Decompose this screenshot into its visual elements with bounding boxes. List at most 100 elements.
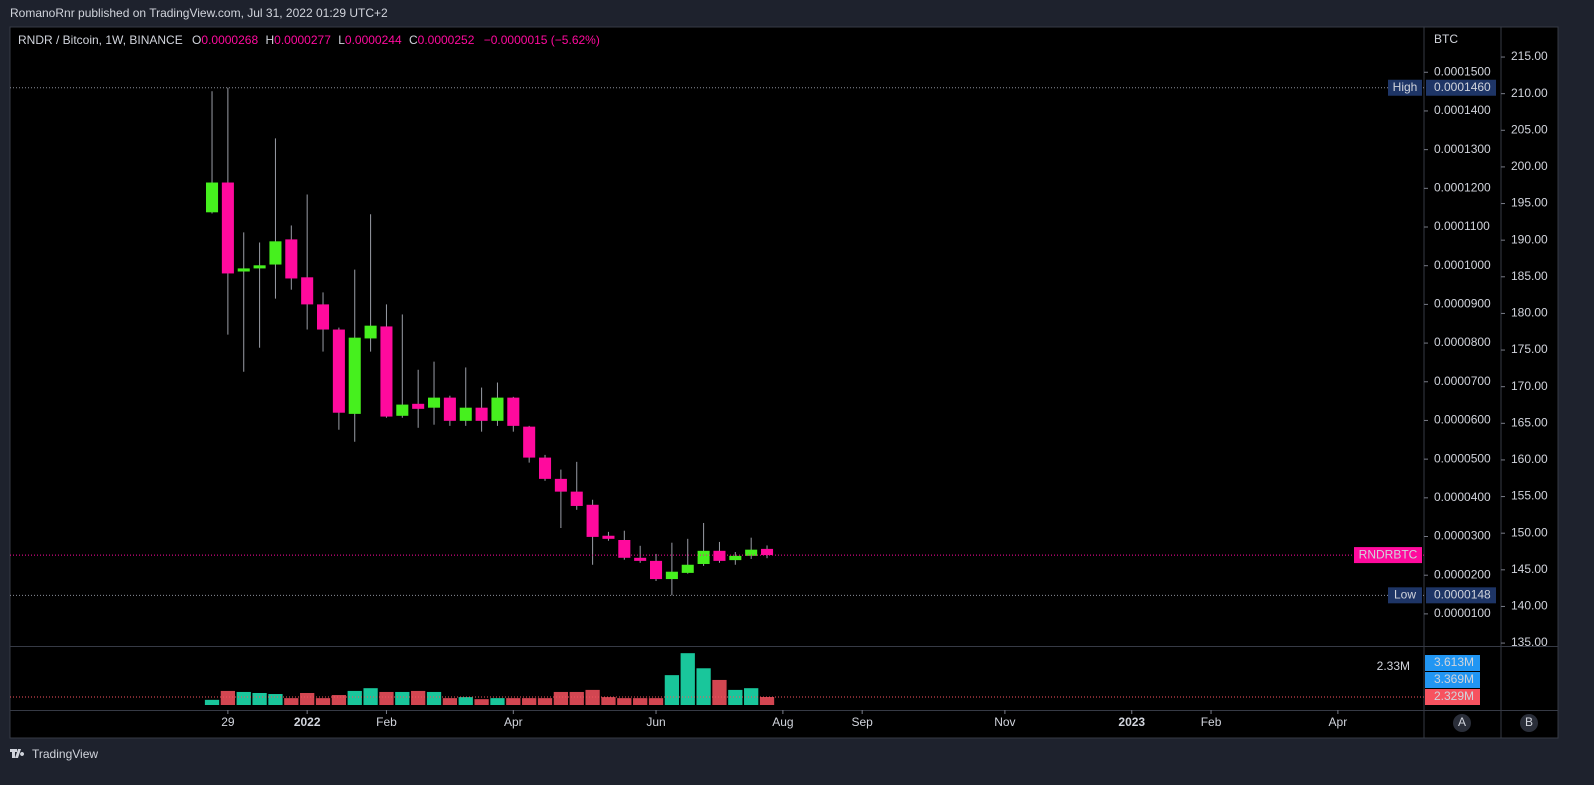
y2-tick-label: 145.00 — [1511, 562, 1548, 576]
candle-body — [475, 407, 488, 421]
volume-axis-tag — [1425, 689, 1480, 705]
candle-body — [634, 557, 647, 561]
candle-body — [697, 550, 710, 564]
volume-bar — [506, 698, 521, 705]
candle-body — [427, 397, 441, 408]
volume-bar — [664, 675, 680, 705]
y-tick-label: 0.0000800 — [1434, 335, 1491, 349]
marker-tag — [1388, 587, 1422, 604]
symbol-label: RNDRBTC — [1359, 547, 1418, 561]
volume-bar — [379, 691, 394, 705]
candle-body — [681, 564, 694, 573]
volume-axis-tag — [1425, 672, 1480, 688]
y2-tick-label: 210.00 — [1511, 86, 1548, 100]
y2-tick-label: 155.00 — [1511, 489, 1548, 503]
volume-bar — [490, 698, 505, 705]
candle-body — [412, 403, 425, 409]
candle-body — [269, 241, 282, 265]
chart-legend: RNDR / Bitcoin, 1W, BINANCE O0.0000268 H… — [18, 33, 600, 47]
second-axis: 135.00 140.00 145.00 150.00 155.00 160.00 165.… — [1501, 49, 1548, 646]
y-tick-label: 0.0000600 — [1434, 413, 1491, 427]
x-tick-label: Jun — [646, 715, 665, 729]
y-tick-label: 0.0001400 — [1434, 103, 1491, 117]
y-tick-label: 0.0001100 — [1434, 219, 1490, 233]
candle-body — [602, 535, 615, 539]
publisher-line: RomanoRnr published on TradingView.com, … — [10, 6, 388, 20]
candle-body — [745, 549, 758, 556]
axis-label: BTC — [1434, 32, 1458, 46]
volume-bar — [537, 698, 553, 705]
x-tick-label: Feb — [1201, 715, 1222, 729]
volume-bar — [633, 698, 648, 705]
scale-button[interactable] — [1453, 714, 1471, 732]
y-tick-label: 0.0000700 — [1434, 374, 1491, 388]
marker-tag — [1388, 79, 1422, 96]
candle-body — [491, 397, 504, 421]
y-tick-label: 0.0001200 — [1434, 180, 1491, 194]
y2-tick-label: 160.00 — [1511, 452, 1548, 466]
volume-bar — [236, 691, 251, 705]
candle-body — [380, 326, 393, 417]
x-tick-label: Sep — [851, 715, 873, 729]
y-tick-label: 0.0000100 — [1434, 606, 1491, 620]
x-tick-label: Apr — [504, 715, 523, 729]
y2-tick-label: 175.00 — [1511, 342, 1548, 356]
y2-tick-label: 190.00 — [1511, 232, 1548, 246]
candle-body — [364, 325, 377, 339]
volume-bar — [284, 698, 299, 705]
x-tick-label: Aug — [772, 715, 793, 729]
volume-axis-label: 3.613M — [1434, 655, 1474, 669]
x-tick-label: 2022 — [294, 715, 321, 729]
y2-tick-label: 180.00 — [1511, 306, 1548, 320]
y2-tick-label: 170.00 — [1511, 379, 1548, 393]
volume-bar — [395, 691, 410, 705]
volume-bar — [458, 697, 473, 705]
candle-body — [539, 457, 552, 479]
x-tick-label: 2023 — [1118, 715, 1145, 729]
volume-bar — [474, 699, 489, 705]
volume-bar — [617, 698, 632, 705]
candle-body — [713, 550, 726, 561]
x-tick-label: Feb — [376, 715, 397, 729]
candle-body — [285, 239, 298, 279]
marker-value: 0.0001460 — [1434, 80, 1491, 94]
marker-value-tag — [1426, 587, 1496, 604]
scale-button-label[interactable]: A — [1458, 715, 1466, 729]
volume-bar — [728, 689, 743, 705]
y2-tick-label: 165.00 — [1511, 415, 1548, 429]
volume-bar — [300, 692, 315, 705]
volume-bar — [204, 699, 220, 705]
y-tick-label: 0.0001500 — [1434, 64, 1491, 78]
volume-bar — [347, 690, 362, 705]
candle-body — [570, 491, 583, 506]
y2-tick-label: 150.00 — [1511, 525, 1548, 539]
volume-bar — [315, 698, 331, 705]
ohlc-key: H — [265, 33, 274, 47]
scale-button[interactable] — [1520, 714, 1538, 732]
candle-body — [301, 277, 314, 305]
candle-body — [665, 571, 678, 580]
x-tick-label: 29 — [221, 715, 235, 729]
candle-body — [650, 560, 663, 580]
volume-bar — [553, 691, 569, 705]
y2-tick-label: 195.00 — [1511, 196, 1548, 210]
brand: TradingView — [32, 747, 98, 761]
marker-label: High — [1393, 80, 1418, 94]
y2-tick-label: 215.00 — [1511, 49, 1548, 63]
volume-bar — [252, 692, 267, 705]
volume-axis-label: 3.369M — [1434, 672, 1474, 686]
volume-bar — [680, 653, 695, 705]
candle-body — [221, 182, 234, 274]
ohlc-value: 0.0000244 — [345, 33, 402, 47]
volume-bar — [759, 697, 775, 705]
candle-body — [507, 397, 520, 426]
ohlc-value: 0.0000252 — [418, 33, 475, 47]
chart-panel — [9, 26, 1559, 739]
candle-body — [443, 397, 456, 421]
y2-tick-label: 185.00 — [1511, 269, 1548, 283]
scale-button-label[interactable]: B — [1525, 715, 1533, 729]
candle-body — [459, 407, 472, 421]
candle-body — [237, 268, 250, 272]
